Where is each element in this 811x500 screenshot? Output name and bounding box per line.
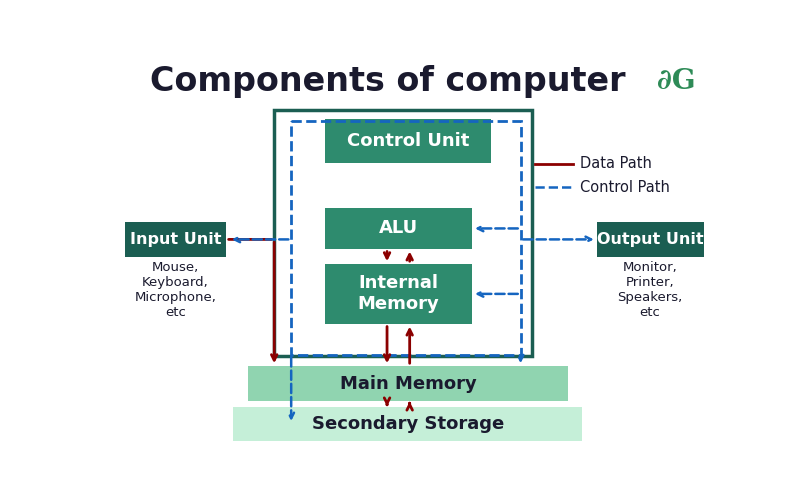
- Text: Input Unit: Input Unit: [130, 232, 221, 247]
- Text: Mouse,
Keyboard,
Microphone,
etc: Mouse, Keyboard, Microphone, etc: [135, 261, 217, 319]
- Text: ∂G: ∂G: [657, 68, 696, 94]
- FancyBboxPatch shape: [324, 208, 472, 248]
- Text: Internal
Memory: Internal Memory: [358, 274, 440, 314]
- Text: Output Unit: Output Unit: [597, 232, 703, 247]
- FancyBboxPatch shape: [324, 264, 472, 324]
- FancyBboxPatch shape: [234, 406, 582, 441]
- FancyBboxPatch shape: [248, 366, 569, 402]
- FancyBboxPatch shape: [125, 222, 225, 257]
- FancyBboxPatch shape: [597, 222, 703, 257]
- Text: Components of computer: Components of computer: [149, 64, 625, 98]
- Text: Data Path: Data Path: [581, 156, 652, 172]
- FancyBboxPatch shape: [324, 118, 491, 163]
- FancyBboxPatch shape: [274, 110, 532, 356]
- Text: ALU: ALU: [379, 220, 418, 238]
- Text: Secondary Storage: Secondary Storage: [311, 415, 504, 433]
- Text: Control Path: Control Path: [581, 180, 670, 194]
- Text: Main Memory: Main Memory: [340, 375, 477, 393]
- Text: Monitor,
Printer,
Speakers,
etc: Monitor, Printer, Speakers, etc: [617, 261, 683, 319]
- Text: Control Unit: Control Unit: [346, 132, 469, 150]
